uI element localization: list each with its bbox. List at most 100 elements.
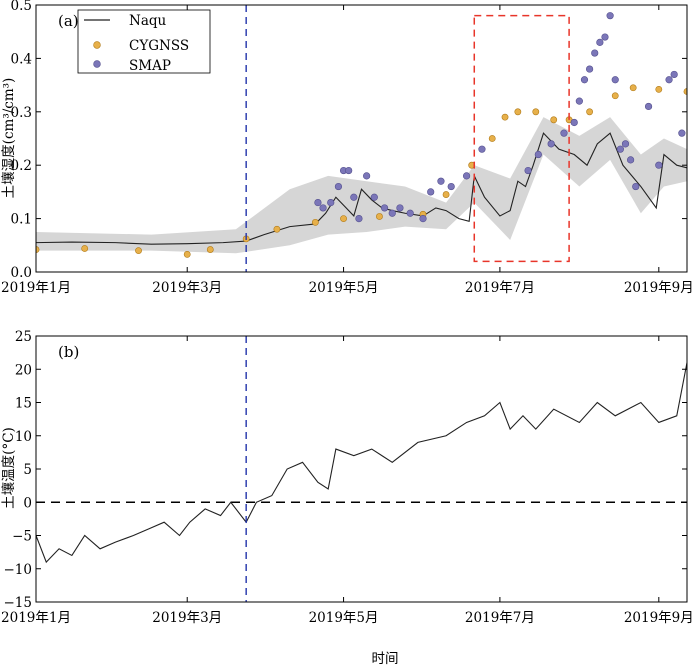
smap-point [370,193,378,201]
y-tick-label: 10 [15,429,32,445]
cygnss-point [611,92,619,100]
x-tick-label: 2019年7月 [465,610,535,626]
x-tick-label: 2019年3月 [152,610,222,626]
cygnss-point [206,246,214,253]
panel-a-frame [35,4,688,273]
cygnss-point [273,225,281,233]
y-tick-label: 0.4 [11,51,32,67]
smap-point [586,65,594,73]
smap-point [655,161,663,169]
x-tick-label: 2019年3月 [152,280,222,296]
series-naqu-line [36,132,687,245]
smap-point [560,129,568,137]
x-tick-label: 2019年9月 [624,280,694,296]
panel-a-soil-moisture: 0.0 0.1 0.2 0.3 0.4 0.5 2019年1月 2019年3月 2019年5月… [0,0,694,296]
smap-point [447,182,455,191]
panel-a-label: (a) [58,12,79,30]
smap-point [570,118,578,127]
cygnss-point [183,250,191,258]
x-tick-label: 2019年1月 [1,610,71,626]
x-tick-label: 2019年7月 [465,280,535,296]
panel-a-y-axis-label: 土壤湿度(cm³/cm³) [0,78,17,199]
smap-point [524,166,532,175]
smap-point [345,166,353,175]
y-tick-label: 0.1 [11,212,32,228]
cygnss-point [683,88,687,95]
smap-point [314,198,322,207]
y-tick-label: 20 [15,362,32,378]
x-tick-label: 2019年1月 [1,280,71,296]
cygnss-point [501,113,509,121]
smap-point [611,76,619,84]
cygnss-point [629,84,637,92]
smap-point [406,209,414,217]
smap-point [355,215,363,223]
panel-b-soil-temperature: −15 −10 −5 0 5 10 15 20 25 2019年1月 2019年3月 2019年5月… [0,329,694,626]
smap-point [665,76,673,84]
uncertainty-band [36,117,687,254]
legend-smap-label: SMAP [129,58,171,74]
smap-point [380,204,389,212]
legend: Naqu CYGNSS SMAP [77,9,211,74]
y-tick-label: −15 [4,595,33,611]
cygnss-point [376,213,383,220]
smap-point [606,12,614,20]
smap-point [478,145,486,153]
smap-point [534,150,542,159]
smap-point [632,182,640,191]
cygnss-point [340,215,347,222]
smap-point [596,38,604,46]
y-tick-label: 5 [23,462,32,478]
smap-point [575,97,583,105]
panel-b-frame [35,335,688,603]
x-tick-label: 2019年5月 [309,610,379,626]
smap-point [627,156,635,164]
cygnss-point [442,191,450,198]
smap-point [580,76,589,84]
smap-point [591,49,599,57]
legend-cygnss-marker-swatch [93,41,101,49]
smap-point [427,188,435,196]
y-tick-label: 0.5 [11,0,32,14]
smap-point [621,140,630,148]
cygnss-point [586,108,594,116]
cygnss-point [550,116,558,124]
panel-b-label: (b) [58,343,79,361]
smap-point [678,129,686,137]
smap-point [462,172,471,180]
smap-point [547,140,555,148]
smap-point [334,182,343,191]
y-tick-label: 0.3 [11,105,32,121]
smap-point [437,177,445,185]
smap-point [419,215,427,223]
legend-smap-marker-swatch [93,60,101,68]
smap-point [388,209,396,217]
x-tick-label: 2019年9月 [624,610,694,626]
cygnss-point [514,108,522,116]
cygnss-point [655,85,663,93]
x-tick-label: 2019年5月 [309,280,379,296]
smap-point [363,172,371,180]
legend-cygnss-label: CYGNSS [129,38,189,54]
soil-temperature-line [36,362,687,564]
smap-point [616,145,624,153]
cygnss-point [135,247,142,255]
y-tick-label: 25 [15,329,32,345]
smap-point [319,204,327,212]
y-tick-label: −10 [4,562,33,578]
cygnss-point [488,135,496,142]
y-tick-label: 0 [23,495,32,511]
highlight-box [473,14,570,263]
smap-point [644,102,653,111]
x-axis-label: 时间 [372,651,399,667]
legend-naqu-label: Naqu [129,13,167,29]
y-tick-label: 0.0 [11,265,32,281]
smap-point [396,204,404,212]
y-tick-label: 0.2 [11,158,32,174]
panel-b-y-axis-label: 土壤温度(°C) [0,427,17,509]
smap-point [327,198,335,207]
cygnss-point [532,108,540,116]
smap-point [601,33,609,41]
y-tick-label: −5 [12,529,32,545]
